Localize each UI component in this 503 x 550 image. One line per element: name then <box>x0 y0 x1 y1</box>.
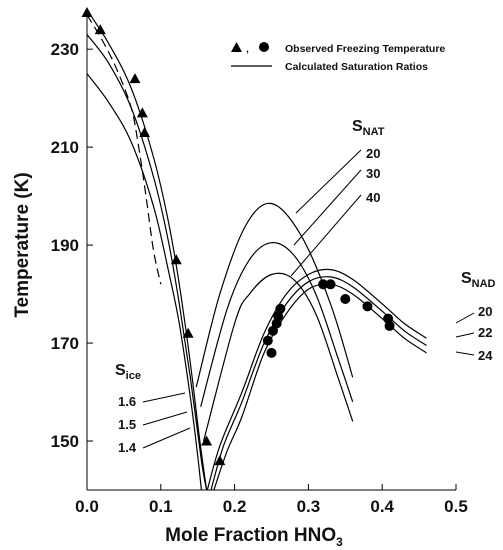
s-ice-leader-14 <box>143 428 190 448</box>
s-ice-leader-15 <box>143 412 187 425</box>
circle-point <box>275 304 285 314</box>
s-nat-title-sub: NAT <box>363 126 385 138</box>
y-tick-label-2: 190 <box>51 236 79 255</box>
s-ice-title-sub: ice <box>126 370 141 382</box>
x-tick-label-0: 0.0 <box>75 497 99 516</box>
y-tick-label-3: 210 <box>51 138 79 157</box>
x-tick-label-3: 0.3 <box>297 497 321 516</box>
curve-nat-20 <box>196 203 353 387</box>
s-nad-title-sub: NAD <box>472 278 496 290</box>
s-nad-label-24: 24 <box>478 348 493 363</box>
s-nad-leader-22 <box>456 333 474 337</box>
axes <box>87 10 456 490</box>
curve-nad-20 <box>207 269 426 490</box>
x-tick-label-2: 0.2 <box>223 497 247 516</box>
s-nad-title: SNAD <box>461 270 496 290</box>
s-ice-title: Sice <box>115 362 141 382</box>
triangle-point <box>201 436 212 446</box>
x-tick-label-4: 0.4 <box>370 497 394 516</box>
legend: , Observed Freezing Temperature Calculat… <box>231 42 445 73</box>
y-tick-label-1: 170 <box>51 334 79 353</box>
s-nad-leader-20 <box>456 313 474 323</box>
curve-ice-16 <box>87 10 207 490</box>
triangle-point <box>129 73 140 83</box>
s-ice-label-15: 1.5 <box>118 417 136 432</box>
s-nat-label-40: 40 <box>366 190 380 205</box>
s-nat-title: SNAT <box>352 118 385 138</box>
x-axis-label: Mole Fraction HNO3 <box>165 525 343 549</box>
legend-triangle-marker <box>231 42 242 52</box>
triangle-point <box>139 127 150 137</box>
circle-point <box>340 294 350 304</box>
triangle-point <box>171 254 182 264</box>
circle-point <box>263 336 273 346</box>
circle-point <box>267 348 277 358</box>
s-nad-title-main: S <box>461 270 472 287</box>
s-nad-leader-24 <box>456 352 474 355</box>
s-nad-label-20: 20 <box>478 304 492 319</box>
x-axis-label-main: Mole Fraction HNO <box>165 525 336 546</box>
y-tick-label-0: 150 <box>51 432 79 451</box>
s-nad-label-22: 22 <box>478 325 492 340</box>
s-ice-leader-16 <box>143 393 185 402</box>
legend-separator: , <box>246 43 249 55</box>
circle-point <box>362 301 372 311</box>
triangle-point <box>183 328 194 338</box>
legend-observed-label: Observed Freezing Temperature <box>285 43 445 55</box>
curve-nad-22 <box>211 277 427 490</box>
legend-calculated-label: Calculated Saturation Ratios <box>285 61 428 73</box>
circle-point <box>385 321 395 331</box>
x-axis-label-sub: 3 <box>336 535 343 549</box>
y-axis-label: Temperature (K) <box>12 172 33 317</box>
x-tick-label-1: 0.1 <box>149 497 173 516</box>
s-ice-label-16: 1.6 <box>118 394 136 409</box>
s-ice-title-main: S <box>115 362 126 379</box>
curve-ice-dashed <box>87 15 161 284</box>
x-tick-label-5: 0.5 <box>444 497 468 516</box>
ticks: 0.0 0.1 0.2 0.3 0.4 0.5 150 170 190 210 230 <box>51 40 468 516</box>
curve-ice-15 <box>87 35 207 491</box>
curve-nat-40 <box>204 273 353 441</box>
s-nat-label-20: 20 <box>366 146 380 161</box>
s-ice-label-14: 1.4 <box>118 440 137 455</box>
circle-point <box>326 279 336 289</box>
y-tick-label-4: 230 <box>51 40 79 59</box>
s-nat-title-main: S <box>352 118 363 135</box>
s-nat-label-30: 30 <box>366 166 380 181</box>
legend-circle-marker <box>259 42 269 52</box>
